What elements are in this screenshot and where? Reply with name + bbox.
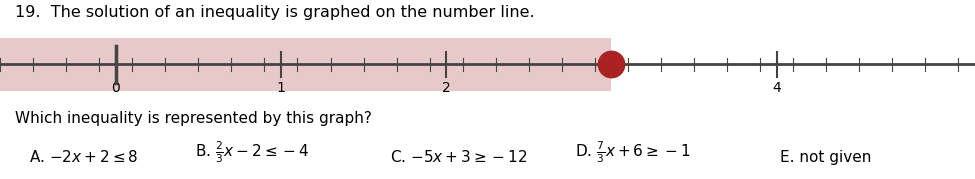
Text: A. $-2x + 2 \leq 8$: A. $-2x + 2 \leq 8$	[29, 149, 138, 165]
Text: 19.  The solution of an inequality is graphed on the number line.: 19. The solution of an inequality is gra…	[15, 5, 534, 20]
Text: B. $\frac{2}{3}x - 2 \leq -4$: B. $\frac{2}{3}x - 2 \leq -4$	[195, 139, 309, 165]
Text: D. $\frac{7}{3}x + 6 \geq -1$: D. $\frac{7}{3}x + 6 \geq -1$	[575, 139, 690, 165]
Text: 4: 4	[772, 81, 781, 95]
Bar	[0, 38, 611, 91]
Text: 1: 1	[277, 81, 286, 95]
Text: 2: 2	[442, 81, 450, 95]
Text: C. $-5x + 3 \geq -12$: C. $-5x + 3 \geq -12$	[390, 149, 527, 165]
Text: 0: 0	[111, 81, 120, 95]
Text: Which inequality is represented by this graph?: Which inequality is represented by this …	[15, 111, 371, 126]
Text: E. not given: E. not given	[780, 150, 872, 165]
